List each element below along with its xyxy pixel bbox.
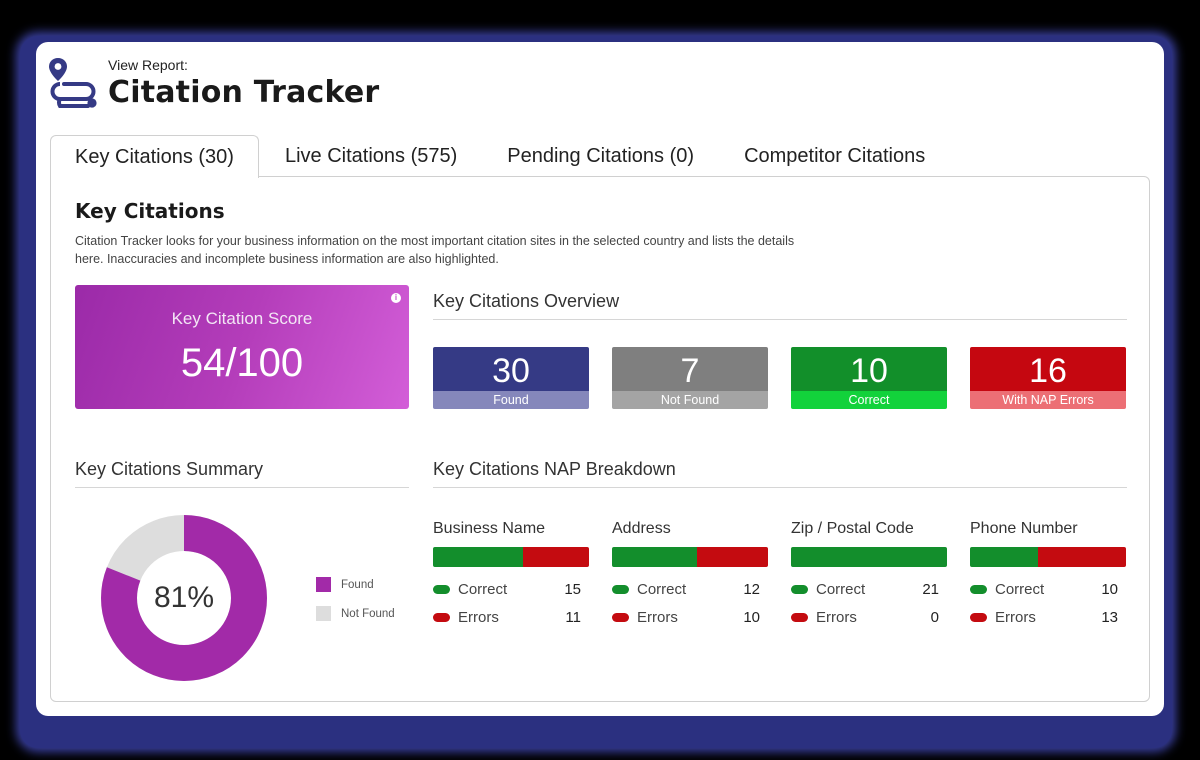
correct-pill-icon	[612, 584, 629, 594]
error-pill-icon	[791, 612, 808, 622]
legend-label-found: Found	[341, 578, 374, 591]
nap-zip-postal-code: Zip / Postal Code Correct 21 Errors 0	[791, 519, 947, 631]
nap-errors-row: Errors 10	[612, 603, 768, 631]
nap-bar-errors	[523, 547, 589, 567]
nap-bar-errors	[1037, 547, 1126, 567]
key-citation-score-card: i Key Citation Score 54/100	[75, 285, 409, 409]
stat-found-value: 30	[433, 347, 589, 391]
summary-title: Key Citations Summary	[75, 459, 264, 479]
section-title: Key Citations	[75, 199, 225, 223]
tab-pending-citations[interactable]: Pending Citations (0)	[507, 145, 695, 167]
page-title: Citation Tracker	[108, 75, 380, 110]
nap-errors-row: Errors 11	[433, 603, 589, 631]
section-description: Citation Tracker looks for your business…	[75, 234, 795, 266]
legend-item-not-found: Not Found	[316, 599, 395, 628]
stat-nap-errors-label: With NAP Errors	[970, 391, 1126, 409]
summary-donut-chart: 81%	[99, 513, 269, 683]
nap-address: Address Correct 12 Errors 10	[612, 519, 768, 631]
nap-errors-label: Errors	[637, 608, 678, 626]
correct-pill-icon	[791, 584, 808, 594]
nap-business-name: Business Name Correct 15 Errors 11	[433, 519, 589, 631]
nap-label: Zip / Postal Code	[791, 520, 914, 537]
stat-correct-label: Correct	[791, 391, 947, 409]
nap-errors-count: 10	[743, 608, 760, 626]
stat-not-found-label: Not Found	[612, 391, 768, 409]
nap-correct-row: Correct 12	[612, 575, 768, 603]
stat-not-found[interactable]: 7 Not Found	[612, 347, 768, 409]
nap-correct-count: 10	[1101, 580, 1118, 598]
tab-key-citations[interactable]: Key Citations (30)	[50, 135, 259, 178]
error-pill-icon	[970, 612, 987, 622]
nap-bar-correct	[791, 547, 947, 567]
stat-found[interactable]: 30 Found	[433, 347, 589, 409]
nap-correct-label: Correct	[637, 580, 687, 598]
correct-pill-icon	[433, 584, 450, 594]
donut-svg	[101, 515, 267, 681]
route-pin-icon	[49, 58, 97, 108]
nap-bar	[791, 547, 947, 567]
report-card: View Report: Citation Tracker Key Citati…	[36, 42, 1164, 716]
nap-correct-count: 15	[564, 580, 581, 598]
page-header: View Report: Citation Tracker	[48, 54, 379, 110]
nap-label: Business Name	[433, 520, 546, 537]
key-citations-panel: Key Citations Citation Tracker looks for…	[50, 176, 1150, 702]
legend-label-not-found: Not Found	[341, 607, 395, 620]
nap-errors-count: 0	[930, 608, 939, 626]
summary-legend: Found Not Found	[316, 570, 395, 628]
nap-bar-correct	[612, 547, 698, 567]
tab-live-citations[interactable]: Live Citations (575)	[284, 145, 458, 167]
nap-correct-label: Correct	[995, 580, 1045, 598]
score-value: 54/100	[180, 341, 304, 385]
nap-errors-label: Errors	[816, 608, 857, 626]
nap-correct-row: Correct 15	[433, 575, 589, 603]
nap-errors-label: Errors	[458, 608, 499, 626]
nap-correct-label: Correct	[458, 580, 508, 598]
nap-bar-correct	[970, 547, 1038, 567]
nap-errors-row: Errors 13	[970, 603, 1126, 631]
error-pill-icon	[433, 612, 450, 622]
nap-errors-row: Errors 0	[791, 603, 947, 631]
stat-nap-errors-value: 16	[970, 347, 1126, 391]
stat-found-label: Found	[433, 391, 589, 409]
tab-competitor-citations[interactable]: Competitor Citations	[744, 145, 926, 167]
nap-errors-count: 13	[1101, 608, 1118, 626]
nap-correct-label: Correct	[816, 580, 866, 598]
info-icon[interactable]: i	[391, 293, 401, 303]
nap-errors-label: Errors	[995, 608, 1036, 626]
donut-found-slice	[101, 515, 267, 681]
donut-center-text: 81%	[153, 581, 215, 614]
nap-title: Key Citations NAP Breakdown	[433, 459, 676, 479]
score-label: Key Citation Score	[171, 309, 313, 328]
overview-divider	[433, 319, 1127, 320]
legend-item-found: Found	[316, 570, 395, 599]
page-pretitle: View Report:	[108, 57, 188, 73]
nap-bar	[612, 547, 768, 567]
stat-correct[interactable]: 10 Correct	[791, 347, 947, 409]
nap-label: Address	[612, 520, 671, 537]
legend-swatch-found	[316, 577, 331, 592]
nap-phone-number: Phone Number Correct 10 Errors 13	[970, 519, 1126, 631]
nap-bar	[433, 547, 589, 567]
stat-nap-errors[interactable]: 16 With NAP Errors	[970, 347, 1126, 409]
nap-label: Phone Number	[970, 520, 1078, 537]
nap-correct-count: 21	[922, 580, 939, 598]
tab-bar: Key Citations (30) Live Citations (575) …	[50, 135, 949, 178]
error-pill-icon	[612, 612, 629, 622]
legend-swatch-not-found	[316, 606, 331, 621]
overview-title: Key Citations Overview	[433, 291, 620, 311]
nap-bar	[970, 547, 1126, 567]
nap-bar-correct	[433, 547, 523, 567]
nap-correct-row: Correct 10	[970, 575, 1126, 603]
summary-divider	[75, 487, 409, 488]
nap-correct-row: Correct 21	[791, 575, 947, 603]
nap-correct-count: 12	[743, 580, 760, 598]
nap-errors-count: 11	[565, 608, 581, 626]
stat-not-found-value: 7	[612, 347, 768, 391]
nap-divider	[433, 487, 1127, 488]
correct-pill-icon	[970, 584, 987, 594]
stat-correct-value: 10	[791, 347, 947, 391]
nap-bar-errors	[697, 547, 768, 567]
